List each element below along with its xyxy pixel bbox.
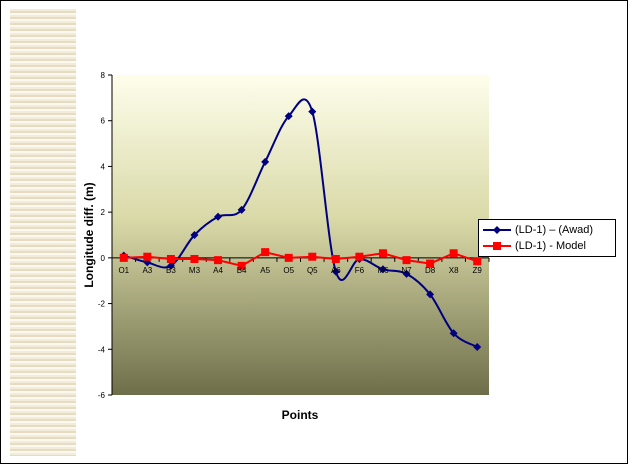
y-axis-label: Longitude diff. (m) [82,182,96,287]
data-point-model [449,249,458,258]
x-tick-label: A5 [260,266,270,275]
x-tick-label: Q5 [307,266,318,275]
data-point-model [331,255,340,263]
data-point-model [237,261,246,270]
data-point-awad [449,329,458,338]
y-tick-label: 2 [101,208,106,217]
plot-area [112,75,489,395]
x-tick-label: M6 [377,266,389,275]
x-tick-label: O5 [283,266,294,275]
data-point-awad [237,205,246,214]
decorative-stripe [10,9,76,456]
series-line-awad [123,98,478,348]
x-tick-label: X8 [449,266,459,275]
data-point-model [426,259,435,268]
data-point-awad [378,265,387,274]
x-tick-label: B3 [166,266,176,275]
x-tick-label: A6 [331,266,341,275]
y-tick-label: 4 [101,162,106,171]
data-point-model [308,252,317,261]
data-point-model [473,257,482,266]
data-point-awad [190,231,199,239]
data-point-awad [402,269,411,278]
x-tick-label: N7 [401,266,412,275]
x-axis-label: Points [282,408,319,422]
x-tick-label: A4 [213,266,223,275]
data-point-model [261,248,270,257]
legend-label-model: (LD-1) - Model [515,240,586,252]
data-point-awad [166,261,175,270]
x-tick-label: A3 [142,266,152,275]
data-point-awad [284,112,293,121]
x-tick-label: F6 [355,266,365,275]
x-tick-label: M3 [189,266,201,275]
data-point-model [166,255,175,263]
x-tick-label: B4 [237,266,247,275]
data-point-awad [473,343,482,351]
data-point-awad [308,107,317,116]
data-point-awad [426,290,435,299]
data-point-model [378,249,387,258]
legend-item-model: (LD-1) - Model [482,238,612,254]
y-tick-label: 8 [101,71,106,80]
data-point-model [284,253,293,262]
data-point-model [402,256,411,265]
legend-label-awad: (LD-1) – (Awad) [515,224,594,236]
data-point-model [119,253,128,262]
legend: (LD-1) – (Awad) (LD-1) - Model [478,219,616,257]
data-point-model [190,255,199,263]
y-tick-label: 0 [101,254,106,263]
x-tick-label: D8 [425,266,436,275]
legend-swatch-awad [483,226,511,234]
data-point-awad [261,157,270,166]
data-point-model [214,256,223,265]
legend-item-awad: (LD-1) – (Awad) [482,222,612,238]
y-tick-label: -2 [98,300,106,309]
x-tick-label: O1 [118,266,129,275]
data-point-model [143,252,152,261]
y-tick-label: -4 [98,345,106,354]
legend-swatch-model [483,242,511,250]
series-line-model [123,251,478,267]
y-tick-label: 6 [101,117,106,126]
data-point-awad [331,267,340,276]
y-tick-label: -6 [98,391,106,400]
data-point-awad [214,212,223,221]
x-tick-label: Z9 [473,266,483,275]
data-point-model [355,252,364,261]
